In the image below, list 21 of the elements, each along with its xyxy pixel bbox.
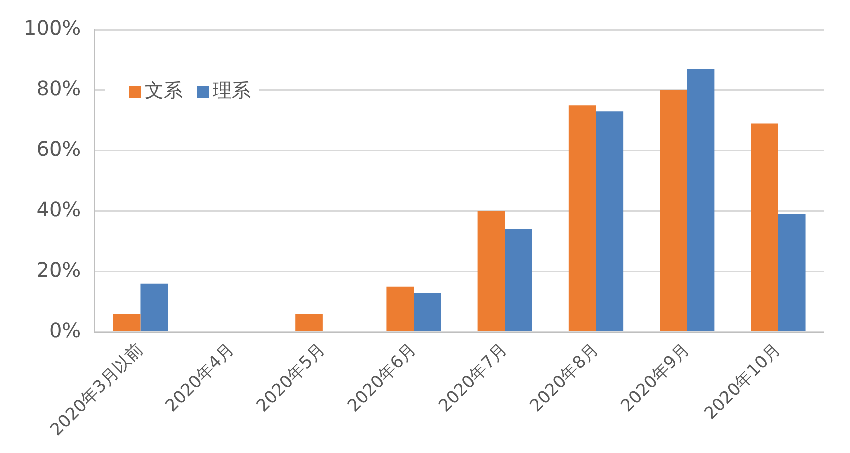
bar xyxy=(478,211,506,332)
y-tick-label: 80% xyxy=(36,76,82,101)
bar xyxy=(414,292,442,332)
y-tick-label: 20% xyxy=(36,258,82,282)
y-tick-label: 60% xyxy=(36,137,82,162)
bar xyxy=(751,124,778,332)
bar xyxy=(386,286,414,332)
legend-label: 文系 xyxy=(145,80,184,102)
legend-label: 理系 xyxy=(213,80,252,102)
bar xyxy=(568,106,596,332)
bar xyxy=(687,69,715,332)
y-tick-label: 100% xyxy=(24,16,82,40)
bar xyxy=(113,314,141,332)
bar xyxy=(596,112,624,332)
bar xyxy=(778,214,806,332)
bar xyxy=(660,90,688,332)
y-tick-label: 40% xyxy=(36,198,82,222)
bar xyxy=(140,284,168,332)
bar xyxy=(505,229,532,332)
y-tick-label: 0% xyxy=(49,318,82,342)
bar xyxy=(296,314,323,332)
